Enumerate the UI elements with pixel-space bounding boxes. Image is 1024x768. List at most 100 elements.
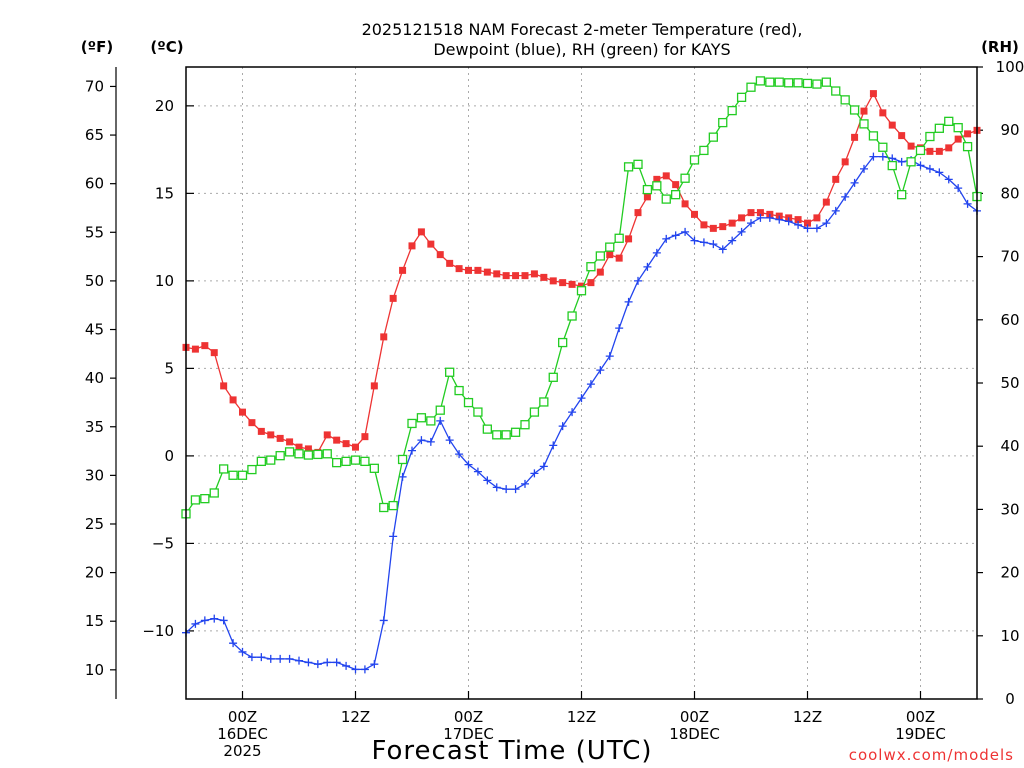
- rh-point: [699, 145, 709, 156]
- rh-point: [388, 500, 398, 511]
- rh-point: [962, 141, 973, 152]
- dewpoint-point: [690, 236, 699, 245]
- temperature-point: [352, 443, 359, 451]
- rh-point: [341, 456, 351, 467]
- dewpoint-point: [699, 238, 708, 247]
- rh-point: [614, 233, 624, 243]
- celsius-tick-label: −10: [142, 622, 174, 640]
- temperature-point: [719, 223, 727, 231]
- temperature-point: [276, 434, 284, 442]
- dewpoint-point: [615, 324, 624, 333]
- rh-tick-label: 80: [1000, 184, 1019, 202]
- temperature-point: [417, 228, 425, 236]
- rh-point: [802, 78, 813, 89]
- time-tick-label: 2025: [223, 742, 261, 760]
- rh-point: [727, 105, 737, 116]
- rh-tick-label: 20: [1000, 564, 1019, 582]
- time-tick-label: 16DEC: [217, 725, 268, 743]
- dewpoint-point: [765, 213, 774, 222]
- dewpoint-point: [869, 152, 878, 161]
- fahrenheit-tick-label: 60: [85, 175, 104, 193]
- time-tick-label: 18DEC: [669, 725, 720, 743]
- celsius-tick-label: 0: [164, 447, 174, 465]
- rh-point: [605, 242, 615, 252]
- x-axis-title: Forecast Time (UTC): [371, 736, 652, 766]
- temperature-point: [634, 209, 642, 217]
- temperature-point: [493, 270, 501, 278]
- celsius-tick-label: 20: [155, 97, 174, 115]
- temperature-point: [333, 436, 341, 444]
- temperature-point: [907, 142, 915, 150]
- fahrenheit-tick-label: 40: [85, 369, 104, 387]
- fahrenheit-tick-label: 50: [85, 272, 104, 290]
- temperature-point: [239, 408, 246, 416]
- rh-point: [303, 450, 314, 460]
- dewpoint-point: [455, 450, 464, 459]
- dewpoint-point: [850, 178, 859, 187]
- dewpoint-point: [822, 219, 831, 228]
- rh-point: [350, 455, 361, 465]
- rh-point: [859, 119, 869, 129]
- rh-point: [906, 157, 916, 167]
- dewpoint-point: [963, 199, 972, 208]
- temperature-point: [700, 221, 708, 229]
- rh-point: [482, 424, 492, 434]
- celsius-tick-label: 15: [155, 184, 174, 202]
- rh-tick-label: 70: [1000, 248, 1019, 266]
- rh-point: [736, 92, 747, 102]
- rh-point: [407, 418, 417, 429]
- temperature-point: [794, 216, 802, 224]
- time-tick-label: 12Z: [567, 708, 596, 726]
- dewpoint-point: [464, 460, 473, 469]
- dewpoint-point: [370, 660, 379, 669]
- rh-point: [821, 77, 831, 87]
- rh-point: [200, 494, 210, 504]
- temperature-point: [587, 279, 595, 287]
- dewpoint-line: [185, 155, 978, 671]
- temperature-point: [822, 198, 830, 206]
- rh-point: [765, 77, 775, 87]
- dewpoint-point: [191, 619, 200, 628]
- dewpoint-point: [285, 654, 294, 663]
- rh-point: [868, 131, 879, 141]
- temperature-point: [568, 280, 576, 288]
- credit-text: coolwx.com/models: [849, 746, 1014, 764]
- temperature-point: [427, 240, 435, 248]
- rh-point: [501, 430, 511, 440]
- dewpoint-point: [897, 157, 906, 166]
- celsius-tick-label: 10: [155, 272, 174, 290]
- temperature-point: [813, 214, 821, 222]
- dewpoint-point: [586, 380, 595, 389]
- rh-point: [878, 142, 888, 152]
- rh-point: [397, 454, 408, 465]
- temperature-point: [389, 294, 397, 302]
- fahrenheit-tick-label: 15: [85, 612, 104, 630]
- temperature-point: [841, 158, 849, 166]
- temperature-point: [361, 433, 369, 441]
- rh-point: [840, 95, 850, 105]
- dewpoint-point: [295, 656, 303, 665]
- dewpoint-point: [247, 653, 256, 662]
- dewpoint-point: [276, 654, 285, 663]
- time-tick-label: 00Z: [680, 708, 709, 726]
- temperature-point: [964, 130, 972, 138]
- rh-tick-label: 60: [1000, 311, 1019, 329]
- dewpoint-point: [530, 469, 539, 478]
- dewpoint-point: [539, 462, 548, 471]
- rh-point: [520, 420, 530, 430]
- rh-point: [652, 181, 662, 191]
- rh-point: [567, 311, 577, 321]
- celsius-tick-label: −5: [152, 534, 174, 552]
- dewpoint-point: [681, 227, 690, 236]
- temperature-point: [483, 268, 491, 276]
- rh-point: [190, 495, 201, 505]
- dewpoint-point: [605, 352, 614, 361]
- rh-point: [708, 132, 718, 142]
- dewpoint-point: [511, 485, 520, 494]
- temperature-point: [672, 181, 680, 189]
- time-tick-label: 00Z: [454, 708, 483, 726]
- rh-point: [463, 397, 474, 408]
- temperature-point: [465, 266, 472, 274]
- rh-point: [510, 427, 521, 437]
- temperature-point: [691, 210, 698, 218]
